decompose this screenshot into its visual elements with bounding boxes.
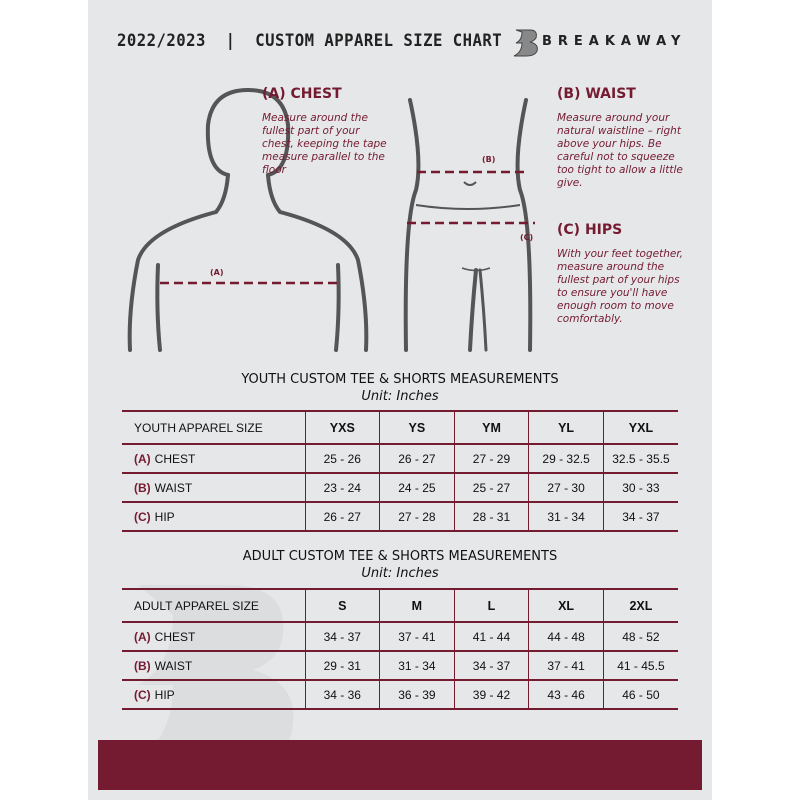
cell: 29 - 31 bbox=[304, 651, 380, 681]
cell: 28 - 31 bbox=[453, 502, 529, 532]
chest-tag: (A) bbox=[210, 268, 224, 277]
hips-heading: (C) HIPS bbox=[557, 222, 623, 238]
cell: 25 - 26 bbox=[304, 444, 380, 474]
body-measurement-illustration bbox=[127, 87, 535, 352]
table-row: (B) WAIST 23 - 24 24 - 25 25 - 27 27 - 30 30 -… bbox=[122, 473, 678, 503]
header-cell: ADULT APPAREL SIZE bbox=[122, 589, 305, 623]
cell: 43 - 46 bbox=[528, 680, 604, 710]
waist-tag: (B) bbox=[482, 155, 496, 164]
cell: 29 - 32.5 bbox=[528, 444, 604, 474]
table-row: (C) HIP 34 - 36 36 - 39 39 - 42 43 - 46 46 - 5… bbox=[122, 680, 678, 710]
row-label: (A) CHEST bbox=[122, 444, 305, 474]
cell: 25 - 27 bbox=[453, 473, 529, 503]
cell: 27 - 28 bbox=[379, 502, 455, 532]
cell: 46 - 50 bbox=[602, 680, 678, 710]
cell: 34 - 37 bbox=[602, 502, 678, 532]
cell: 37 - 41 bbox=[379, 622, 455, 652]
cell: 37 - 41 bbox=[528, 651, 604, 681]
header-cell: L bbox=[453, 589, 529, 623]
header-cell: YOUTH APPAREL SIZE bbox=[122, 411, 305, 445]
cell: 36 - 39 bbox=[379, 680, 455, 710]
cell: 24 - 25 bbox=[379, 473, 455, 503]
header-cell: 2XL bbox=[602, 589, 678, 623]
row-label: (C) HIP bbox=[122, 680, 305, 710]
header-cell: YM bbox=[453, 411, 529, 445]
cell: 30 - 33 bbox=[602, 473, 678, 503]
adult-unit: Unit: Inches bbox=[361, 566, 439, 581]
table-row: (A) CHEST 34 - 37 37 - 41 41 - 44 44 - 48 48 -… bbox=[122, 622, 678, 652]
row-label: (C) HIP bbox=[122, 502, 305, 532]
hips-description: With your feet together, measure around … bbox=[557, 248, 684, 325]
table-row: (C) HIP 26 - 27 27 - 28 28 - 31 31 - 34 34 - 3… bbox=[122, 502, 678, 532]
youth-unit: Unit: Inches bbox=[361, 389, 439, 404]
youth-table-title: YOUTH CUSTOM TEE & SHORTS MEASUREMENTS bbox=[241, 372, 559, 387]
youth-size-table: YOUTH APPAREL SIZE YXS YS YM YL YXL (A) CHEST 2… bbox=[122, 410, 678, 532]
cell: 41 - 45.5 bbox=[602, 651, 678, 681]
cell: 39 - 42 bbox=[453, 680, 529, 710]
chest-heading: (A) CHEST bbox=[262, 86, 342, 102]
breakaway-logo-icon bbox=[513, 29, 538, 57]
header-cell: YS bbox=[379, 411, 455, 445]
footer-band bbox=[98, 740, 702, 790]
cell: 23 - 24 bbox=[304, 473, 380, 503]
cell: 27 - 30 bbox=[528, 473, 604, 503]
header-cell: M bbox=[379, 589, 455, 623]
cell: 44 - 48 bbox=[528, 622, 604, 652]
cell: 27 - 29 bbox=[453, 444, 529, 474]
chest-description: Measure around the fullest part of your … bbox=[262, 112, 387, 176]
header-cell: YXS bbox=[304, 411, 380, 445]
cell: 34 - 36 bbox=[304, 680, 380, 710]
cell: 31 - 34 bbox=[528, 502, 604, 532]
table-row: (B) WAIST 29 - 31 31 - 34 34 - 37 37 - 41 41 -… bbox=[122, 651, 678, 681]
header-cell: S bbox=[304, 589, 380, 623]
table-header-row: ADULT APPAREL SIZE S M L XL 2XL bbox=[122, 589, 678, 623]
brand-name: BREAKAWAY bbox=[542, 34, 687, 49]
table-header-row: YOUTH APPAREL SIZE YXS YS YM YL YXL bbox=[122, 411, 678, 445]
table-row: (A) CHEST 25 - 26 26 - 27 27 - 29 29 - 32.5 32… bbox=[122, 444, 678, 474]
cell: 31 - 34 bbox=[379, 651, 455, 681]
waist-description: Measure around your natural waistline – … bbox=[557, 112, 683, 189]
cell: 32.5 - 35.5 bbox=[602, 444, 678, 474]
cell: 48 - 52 bbox=[602, 622, 678, 652]
header-cell: XL bbox=[528, 589, 604, 623]
cell: 26 - 27 bbox=[304, 502, 380, 532]
cell: 34 - 37 bbox=[304, 622, 380, 652]
waist-heading: (B) WAIST bbox=[557, 86, 636, 102]
cell: 26 - 27 bbox=[379, 444, 455, 474]
size-chart-page: 2022/2023 | CUSTOM APPAREL SIZE CHART BR… bbox=[88, 0, 712, 800]
adult-size-table: ADULT APPAREL SIZE S M L XL 2XL (A) CHEST 34 - … bbox=[122, 588, 678, 710]
adult-table-title: ADULT CUSTOM TEE & SHORTS MEASUREMENTS bbox=[242, 549, 558, 564]
row-label: (B) WAIST bbox=[122, 473, 305, 503]
row-label: (B) WAIST bbox=[122, 651, 305, 681]
row-label: (A) CHEST bbox=[122, 622, 305, 652]
hips-tag: (C) bbox=[520, 233, 534, 242]
header-cell: YL bbox=[528, 411, 604, 445]
cell: 41 - 44 bbox=[453, 622, 529, 652]
page-title: 2022/2023 | CUSTOM APPAREL SIZE CHART bbox=[117, 31, 503, 51]
cell: 34 - 37 bbox=[453, 651, 529, 681]
header-cell: YXL bbox=[602, 411, 678, 445]
